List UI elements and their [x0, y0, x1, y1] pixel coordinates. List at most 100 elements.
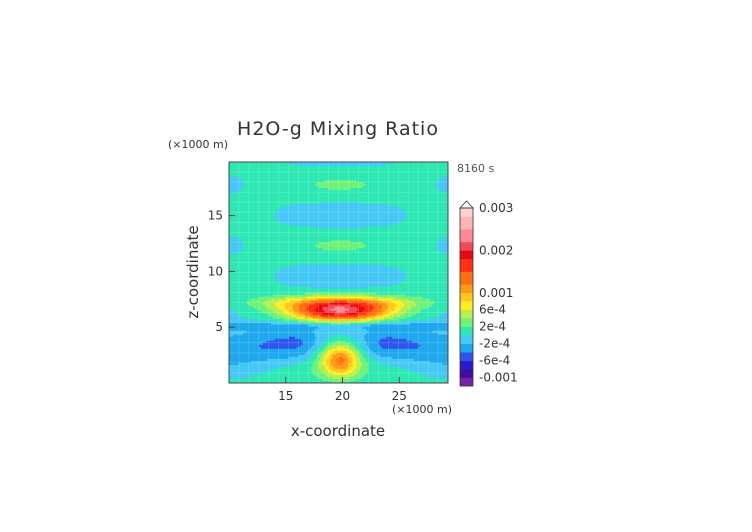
heatmap-cell [234, 196, 238, 199]
heatmap-cell [310, 176, 314, 179]
heatmap-cell [230, 166, 234, 169]
heatmap-cell [386, 172, 389, 175]
heatmap-cell [292, 166, 296, 169]
heatmap-cell [332, 176, 335, 179]
heatmap-cell [428, 174, 431, 177]
heatmap-cell [392, 164, 395, 167]
heatmap-cell [250, 192, 254, 195]
heatmap-cell [318, 210, 321, 213]
heatmap-cell [294, 180, 298, 183]
heatmap-cell [252, 194, 256, 197]
heatmap-cell [248, 198, 252, 201]
heatmap-cell [314, 216, 317, 219]
heatmap-cell [446, 192, 448, 195]
heatmap-cell [416, 202, 419, 205]
heatmap-cell [360, 162, 363, 165]
heatmap-cell [286, 170, 290, 173]
heatmap-cell [430, 198, 433, 201]
heatmap-cell [290, 190, 294, 193]
heatmap-cell [274, 192, 278, 195]
heatmap-cell [360, 190, 363, 193]
heatmap-cell [380, 202, 383, 205]
heatmap-cell [254, 206, 258, 209]
heatmap-cell [350, 192, 353, 195]
heatmap-cell [354, 204, 357, 207]
heatmap-cell [360, 172, 363, 175]
heatmap-cell [358, 206, 361, 209]
heatmap-cell [276, 192, 280, 195]
heatmap-cell [236, 190, 240, 193]
heatmap-cell [252, 180, 256, 183]
heatmap-cell [350, 178, 353, 181]
heatmap-cell [328, 204, 331, 207]
heatmap-cell [440, 200, 443, 203]
heatmap-cell [312, 178, 316, 181]
heatmap-cell [280, 186, 284, 189]
heatmap-cell [298, 200, 302, 203]
heatmap-cell [346, 186, 349, 189]
heatmap-cell [434, 202, 437, 205]
heatmap-cell [234, 194, 238, 197]
heatmap-cell [264, 172, 268, 175]
heatmap-cell [338, 196, 341, 199]
heatmap-cell [290, 168, 294, 171]
heatmap-cell [420, 208, 423, 211]
heatmap-cell [434, 176, 437, 179]
heatmap-cell [380, 176, 383, 179]
heatmap-cell [432, 182, 435, 185]
heatmap-cell [332, 196, 335, 199]
heatmap-cell [268, 210, 272, 213]
heatmap-cell [336, 180, 339, 183]
heatmap-cell [294, 216, 298, 219]
heatmap-cell [402, 182, 405, 185]
heatmap-cell [326, 216, 329, 219]
heatmap-cell [354, 188, 357, 191]
heatmap-cell [340, 180, 343, 183]
heatmap-cell [396, 194, 399, 197]
heatmap-cell [434, 166, 437, 169]
heatmap-cell [364, 204, 367, 207]
heatmap-cell [378, 180, 381, 183]
heatmap-cell [254, 194, 258, 197]
heatmap-cell [386, 198, 389, 201]
heatmap-cell [330, 194, 333, 197]
heatmap-cell [426, 214, 429, 217]
heatmap-cell [406, 174, 409, 177]
heatmap-cell [394, 202, 397, 205]
heatmap-cell [264, 184, 268, 187]
heatmap-cell [286, 186, 290, 189]
heatmap-cell [340, 194, 343, 197]
heatmap-cell [434, 206, 437, 209]
heatmap-cell [306, 168, 310, 171]
heatmap-cell [348, 166, 351, 169]
heatmap-cell [382, 200, 385, 203]
heatmap-cell [324, 184, 327, 187]
heatmap-cell [230, 170, 234, 173]
heatmap-cell [250, 184, 254, 187]
heatmap-cell [356, 194, 359, 197]
heatmap-cell [266, 216, 270, 219]
heatmap-cell [308, 192, 312, 195]
heatmap-cell [230, 186, 234, 189]
heatmap-cell [356, 174, 359, 177]
heatmap-cell [426, 204, 429, 207]
heatmap-cell [324, 164, 327, 167]
heatmap-cell [358, 190, 361, 193]
heatmap-cell [248, 218, 252, 221]
heatmap-cell [302, 192, 306, 195]
heatmap-cell [266, 182, 270, 185]
heatmap-cell [272, 182, 276, 185]
heatmap-cell [328, 162, 331, 165]
heatmap-cell [316, 212, 319, 215]
heatmap-cell [260, 220, 264, 223]
heatmap-cell [420, 218, 423, 221]
heatmap-cell [290, 180, 294, 183]
heatmap-cell [326, 164, 329, 167]
heatmap-cell [238, 218, 242, 221]
heatmap-cell [376, 170, 379, 173]
heatmap-cell [330, 170, 333, 173]
heatmap-cell [420, 210, 423, 213]
heatmap-cell [410, 186, 413, 189]
heatmap-cell [364, 166, 367, 169]
heatmap-cell [262, 214, 266, 217]
